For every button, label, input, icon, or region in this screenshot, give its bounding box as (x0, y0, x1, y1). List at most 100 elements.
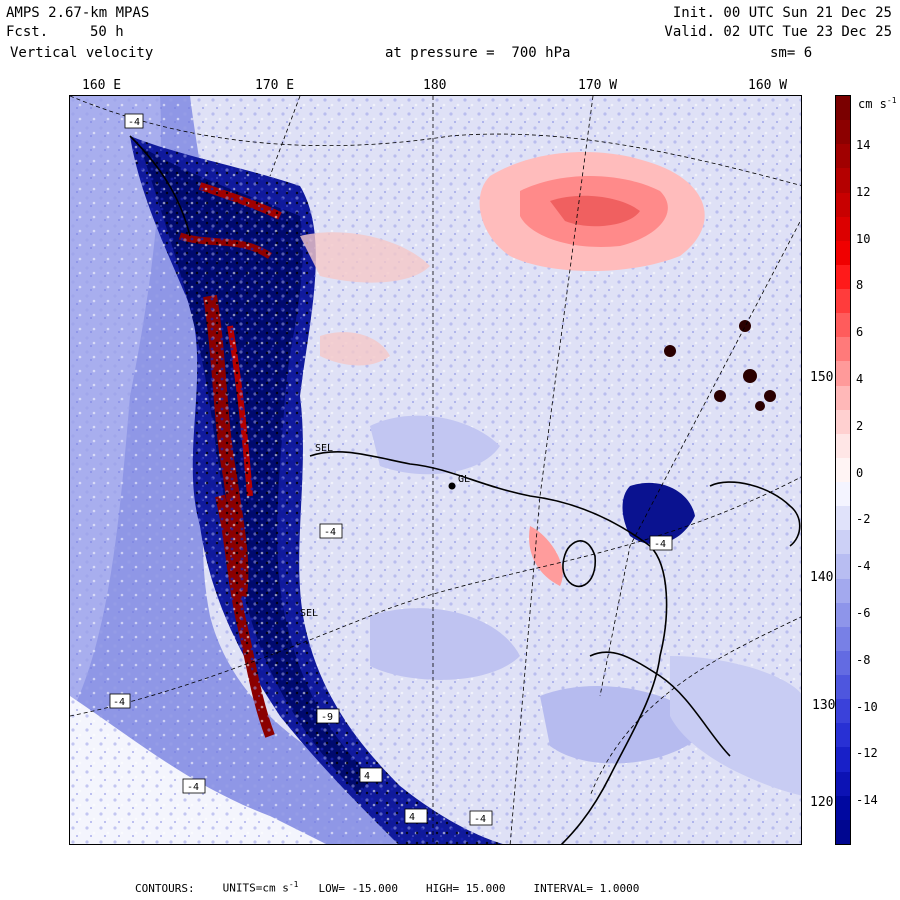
forecast-label: Fcst. (6, 24, 49, 40)
colorbar-segment (836, 457, 850, 482)
downdraft-patch (540, 686, 710, 764)
colorbar-tick-label: 10 (856, 231, 871, 246)
colorbar-tick-label: -2 (856, 512, 871, 527)
colorbar-segment (836, 96, 850, 121)
lon-label-160e: 160 E (82, 78, 122, 93)
mountain-texture (130, 136, 503, 844)
lon-label-170e: 170 E (255, 78, 295, 93)
contour-label: -4 (187, 782, 199, 793)
colorbar-segment (836, 144, 850, 169)
colorbar-tick-label: 6 (856, 325, 864, 340)
contour-label: -9 (321, 712, 333, 723)
forecast-value: 50 h (90, 24, 124, 40)
colorbar-segment (836, 578, 850, 603)
colorbar-tick-label: -6 (856, 606, 871, 620)
colorbar-tick-label: -4 (856, 559, 871, 574)
updraft-patch (300, 232, 430, 283)
colorbar-segment (836, 747, 850, 772)
colorbar-segment (836, 240, 850, 265)
colorbar-segment (836, 506, 850, 531)
map-panel[interactable]: -4 -4 -4 -4 -9 -4 4 4 -4 GL SEL SEL (69, 95, 802, 845)
colorbar-segment (836, 168, 850, 193)
footer-units: UNITS=cm s (222, 881, 289, 895)
colorbar-segment (836, 723, 850, 748)
colorbar-segment (836, 675, 850, 700)
graticule (70, 96, 801, 844)
colorbar (835, 95, 851, 845)
colorbar-segment (836, 482, 850, 507)
pressure-level: at pressure = 700 hPa (385, 45, 571, 61)
colorbar-segment (836, 264, 850, 289)
updraft-patch (320, 332, 390, 366)
footer-interval: INTERVAL= 1.0000 (533, 881, 640, 895)
init-time: Init. 00 UTC Sun 21 Dec 25 (672, 5, 892, 21)
colorbar-tick-label: 8 (856, 278, 864, 293)
colorbar-tick-label: 2 (856, 418, 864, 433)
colorbar-segment (836, 530, 850, 555)
colorbar-segment (836, 771, 850, 796)
lon-label-170w: 170 W (578, 78, 618, 93)
colorbar-segment (836, 433, 850, 458)
colorbar-tick-label: 4 (856, 372, 864, 386)
variable-name: Vertical velocity (10, 45, 154, 61)
convective-cell (755, 401, 765, 411)
colorbar-segment (836, 192, 850, 217)
updraft-patch (529, 526, 563, 586)
contour-label: -4 (474, 814, 486, 825)
downdraft-patch (370, 608, 520, 680)
colorbar-segment (836, 289, 850, 314)
colorbar-segment (836, 409, 850, 434)
lon-label-180: 180 (423, 78, 447, 93)
footer-units-sup: -1 (288, 880, 299, 889)
lon-label-160w: 160 W (748, 78, 788, 93)
contour-label: -4 (128, 117, 140, 128)
convective-cell (739, 320, 751, 332)
colorbar-segment (836, 216, 850, 241)
colorbar-segment (836, 819, 850, 844)
colorbar-segment (836, 120, 850, 145)
footer-high: HIGH= 15.000 (425, 881, 506, 895)
downdraft-patch (670, 656, 801, 796)
lat-label-130: 130 (812, 698, 836, 713)
downdraft-cluster (622, 482, 695, 545)
colorbar-tick-label: -10 (856, 699, 878, 714)
colorbar-segment (836, 337, 850, 362)
colorbar-tick-label: -14 (856, 793, 878, 808)
colorbar-tick-label: 12 (856, 184, 871, 199)
convective-cell (714, 390, 726, 402)
vertical-velocity-map: -4 -4 -4 -4 -9 -4 4 4 -4 GL SEL SEL (70, 96, 801, 844)
colorbar-tick-label: -8 (856, 652, 871, 667)
convective-cell (743, 369, 757, 383)
convective-cell (764, 390, 776, 402)
downdraft-patch (370, 415, 500, 475)
contour-label: -4 (654, 539, 666, 550)
colorbar-segment (836, 626, 850, 651)
colorbar-segment (836, 602, 850, 627)
contour-label: 4 (364, 771, 370, 782)
footer-contours: CONTOURS: (135, 881, 195, 895)
contour-label: -4 (113, 697, 125, 708)
updraft-region-peak (550, 195, 640, 227)
colorbar-segment (836, 650, 850, 675)
colorbar-tick-label: -12 (856, 746, 878, 761)
contour-label: -4 (324, 527, 336, 538)
model-title: AMPS 2.67-km MPAS (6, 5, 150, 21)
valid-time: Valid. 02 UTC Tue 23 Dec 25 (664, 24, 892, 40)
convective-cell (664, 345, 676, 357)
footer-low: LOW= -15.000 (318, 881, 398, 895)
colorbar-tick-label: 14 (856, 138, 871, 152)
smoothing-value: sm= 6 (770, 45, 813, 61)
colorbar-segment (836, 361, 850, 386)
colorbar-segment (836, 385, 850, 410)
colorbar-segment (836, 699, 850, 724)
station-label-sel: SEL (300, 608, 318, 619)
station-label-gl: GL (458, 474, 470, 485)
contour-label: 4 (409, 812, 415, 823)
colorbar-segment (836, 795, 850, 820)
station-label-sel: SEL (315, 443, 333, 454)
contour-label-boxes: -4 -4 -4 -4 -9 -4 4 4 -4 (109, 113, 673, 826)
footer: CONTOURS: UNITS=cm s-1 LOW= -15.000 HIGH= 1… (135, 880, 667, 895)
colorbar-segment (836, 313, 850, 338)
colorbar-tick-label: 0 (856, 465, 864, 480)
colorbar-units: cm s-1 (858, 96, 897, 111)
